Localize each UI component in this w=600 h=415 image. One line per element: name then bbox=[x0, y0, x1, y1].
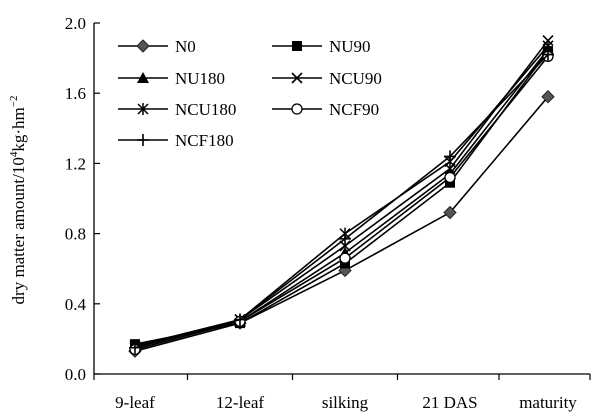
legend: N0 NU90 NU180 NCU90 NCU180 NCF90 NCF180 bbox=[118, 37, 382, 150]
x-tick-label: 12-leaf bbox=[216, 393, 264, 412]
y-tick-label: 1.6 bbox=[65, 84, 86, 103]
y-tick-label: 1.2 bbox=[65, 154, 86, 173]
series-ncf90 bbox=[129, 50, 554, 356]
y-axis-title-sup1: 4 bbox=[8, 151, 20, 157]
legend-marker-ncu90 bbox=[291, 72, 303, 84]
x-tick-label: 9-leaf bbox=[115, 393, 155, 412]
series-line-ncu180 bbox=[134, 45, 549, 349]
legend-item-n0: N0 bbox=[118, 37, 196, 56]
series-group bbox=[128, 34, 555, 358]
legend-item-nu90: NU90 bbox=[272, 37, 371, 56]
series-nu180 bbox=[129, 43, 554, 351]
y-axis-title-sup2: −2 bbox=[8, 96, 20, 108]
y-tick-label: 0.0 bbox=[65, 365, 86, 384]
y-tick-label: 0.4 bbox=[65, 295, 87, 314]
data-point-ncf180 bbox=[542, 48, 554, 61]
x-ticks: 9-leaf 12-leaf silking 21 DAS maturity bbox=[93, 374, 591, 412]
legend-marker-ncf180 bbox=[137, 134, 149, 146]
data-point-ncf90 bbox=[444, 171, 456, 184]
legend-marker-ncu180 bbox=[137, 103, 149, 115]
data-point-ncf90 bbox=[339, 252, 351, 264]
series-line-nu180 bbox=[134, 48, 549, 347]
legend-label: NCU180 bbox=[175, 100, 236, 119]
legend-marker-nu90 bbox=[292, 41, 302, 51]
legend-item-ncu90: NCU90 bbox=[272, 69, 382, 88]
legend-item-ncf180: NCF180 bbox=[118, 131, 234, 150]
series-ncf180 bbox=[129, 48, 554, 354]
legend-label: NCF90 bbox=[329, 100, 379, 119]
data-point-n0 bbox=[443, 205, 457, 220]
data-point-ncf180 bbox=[339, 232, 351, 245]
legend-item-ncu180: NCU180 bbox=[118, 100, 236, 119]
legend-label: N0 bbox=[175, 37, 196, 56]
series-line-nu90 bbox=[134, 50, 549, 345]
y-tick-label: 0.8 bbox=[65, 225, 86, 244]
y-ticks: 0.0 0.4 0.8 1.2 1.6 2.0 bbox=[65, 14, 100, 384]
y-axis-title-main: dry matter amount/10 bbox=[9, 157, 28, 304]
series-line-ncf180 bbox=[134, 54, 549, 349]
legend-label: NU180 bbox=[175, 69, 225, 88]
legend-marker-ncf90 bbox=[291, 103, 303, 115]
legend-label: NU90 bbox=[329, 37, 371, 56]
data-point-ncf180 bbox=[129, 341, 141, 354]
x-tick-label: silking bbox=[322, 393, 369, 412]
legend-label: NCU90 bbox=[329, 69, 382, 88]
legend-label: NCF180 bbox=[175, 131, 234, 150]
data-point-ncf180 bbox=[444, 150, 456, 163]
y-axis-title: dry matter amount/104kg·hm−2 bbox=[8, 96, 28, 305]
data-point-ncf180 bbox=[234, 313, 246, 326]
legend-item-nu180: NU180 bbox=[118, 69, 225, 88]
y-tick-label: 2.0 bbox=[65, 14, 86, 33]
legend-marker-nu180 bbox=[137, 72, 149, 83]
legend-item-ncf90: NCF90 bbox=[272, 100, 379, 119]
axes bbox=[93, 23, 590, 375]
y-axis-title-mid: kg·hm bbox=[9, 107, 28, 151]
series-nu90 bbox=[130, 46, 553, 350]
x-tick-label: maturity bbox=[519, 393, 577, 412]
data-point-n0 bbox=[541, 90, 555, 104]
x-tick-label: 21 DAS bbox=[422, 393, 477, 412]
legend-marker-n0 bbox=[136, 39, 150, 53]
data-point-ncu90 bbox=[339, 240, 351, 252]
